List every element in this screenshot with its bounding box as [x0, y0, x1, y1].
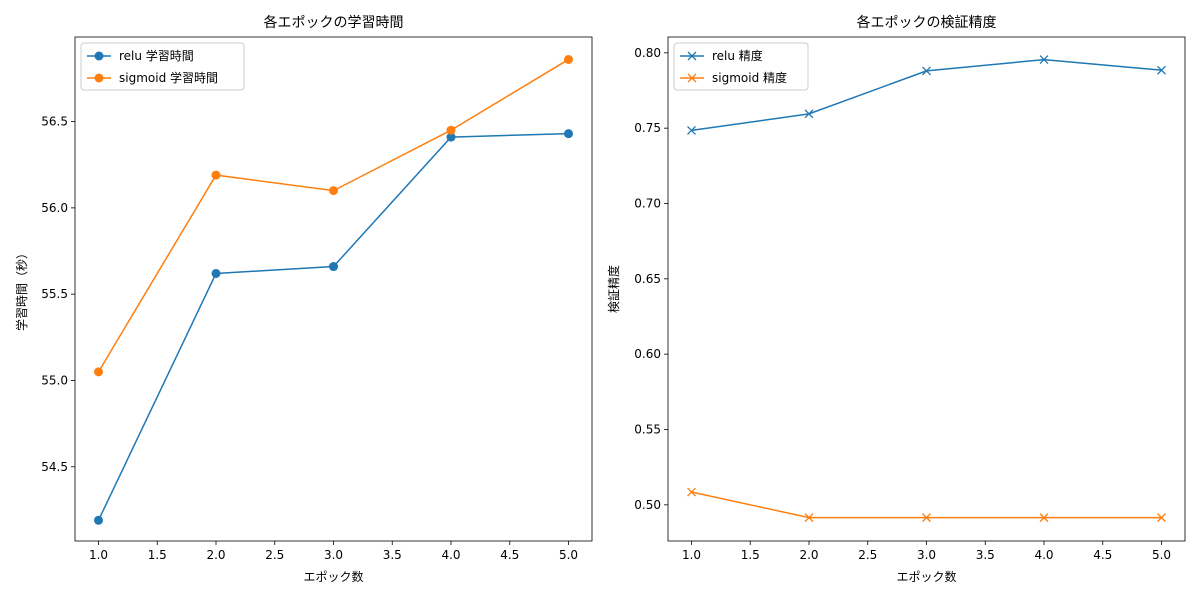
- legend-marker: [94, 73, 104, 83]
- y-tick-label: 56.0: [41, 201, 68, 215]
- x-tick-label: 4.0: [441, 548, 460, 562]
- data-point: [922, 66, 931, 76]
- x-tick-label: 3.0: [917, 548, 936, 562]
- x-tick-label: 2.5: [858, 548, 877, 562]
- y-tick-label: 0.60: [634, 347, 661, 361]
- chart-1: 各エポックの学習時間 1.0 1.5 2.0 2.5 3.0 3.5 4.0 4.5 5.0 54.…: [14, 15, 593, 584]
- data-point: [687, 125, 696, 135]
- data-point: [1039, 55, 1049, 65]
- legend-label: sigmoid 精度: [712, 70, 787, 85]
- data-point: [94, 515, 103, 525]
- y-axis-label: 学習時間（秒）: [14, 247, 29, 331]
- data-point: [564, 129, 573, 139]
- y-tick-label: 0.50: [634, 498, 661, 512]
- data-point: [804, 109, 814, 119]
- x-tick-label: 5.0: [1152, 548, 1171, 562]
- x-tick-label: 1.5: [148, 548, 167, 562]
- data-point: [564, 54, 573, 64]
- y-tick-label: 0.65: [634, 272, 661, 286]
- x-tick-label: 4.5: [1093, 548, 1112, 562]
- data-point: [211, 268, 221, 278]
- data-point: [687, 487, 696, 497]
- y-tick-label: 54.5: [41, 460, 68, 474]
- x-tick-label: 2.5: [265, 548, 284, 562]
- x-tick-label: 4.0: [1034, 548, 1053, 562]
- legend-box: [80, 42, 245, 91]
- data-point: [1157, 65, 1166, 75]
- y-tick-label: 0.55: [634, 423, 661, 437]
- data-point: [446, 132, 456, 142]
- x-tick-label: 1.0: [682, 548, 701, 562]
- legend-box: [673, 42, 809, 91]
- data-point: [329, 262, 338, 272]
- y-tick-label: 55.0: [41, 373, 68, 387]
- x-tick-label: 3.5: [976, 548, 995, 562]
- legend-label: relu 精度: [712, 48, 763, 63]
- series-line: [691, 491, 1162, 519]
- data-point: [211, 170, 221, 180]
- legend-label: relu 学習時間: [119, 48, 194, 63]
- legend: relu 精度 sigmoid 精度: [673, 42, 809, 91]
- plot-frame: [74, 36, 593, 542]
- chart-title: 各エポックの学習時間: [264, 15, 404, 31]
- data-point: [1039, 513, 1049, 523]
- data-point: [329, 186, 338, 196]
- legend-label: sigmoid 学習時間: [119, 70, 218, 85]
- series-line: [97, 58, 569, 373]
- x-axis-label: エポック数: [896, 569, 956, 584]
- legend: relu 学習時間 sigmoid 学習時間: [80, 42, 245, 91]
- data-point: [804, 513, 814, 523]
- y-tick-label: 55.5: [41, 287, 68, 301]
- x-tick-label: 1.5: [741, 548, 760, 562]
- data-point: [922, 513, 931, 523]
- data-point: [94, 367, 103, 377]
- legend-marker: [687, 73, 697, 83]
- x-tick-label: 4.5: [500, 548, 519, 562]
- legend-marker: [687, 51, 697, 61]
- x-tick-label: 5.0: [559, 548, 578, 562]
- data-point: [1157, 513, 1166, 523]
- y-tick-label: 56.5: [41, 115, 68, 129]
- x-tick-label: 2.0: [206, 548, 225, 562]
- y-axis-label: 検証精度: [606, 265, 621, 313]
- y-tick-label: 0.80: [634, 46, 661, 60]
- x-tick-label: 2.0: [799, 548, 818, 562]
- y-tick-label: 0.75: [634, 121, 661, 135]
- data-point: [446, 125, 456, 135]
- chart-2: 各エポックの検証精度 1.0 1.5 2.0 2.5 3.0 3.5 4.0 4.5 5.0 0.5…: [606, 15, 1186, 584]
- plot-frame: [667, 36, 1186, 542]
- x-tick-label: 1.0: [89, 548, 108, 562]
- x-tick-label: 3.0: [324, 548, 343, 562]
- legend-marker: [94, 51, 104, 61]
- x-tick-label: 3.5: [383, 548, 402, 562]
- y-tick-label: 0.70: [634, 196, 661, 210]
- x-axis-label: エポック数: [303, 569, 363, 584]
- chart-title: 各エポックの検証精度: [857, 15, 997, 31]
